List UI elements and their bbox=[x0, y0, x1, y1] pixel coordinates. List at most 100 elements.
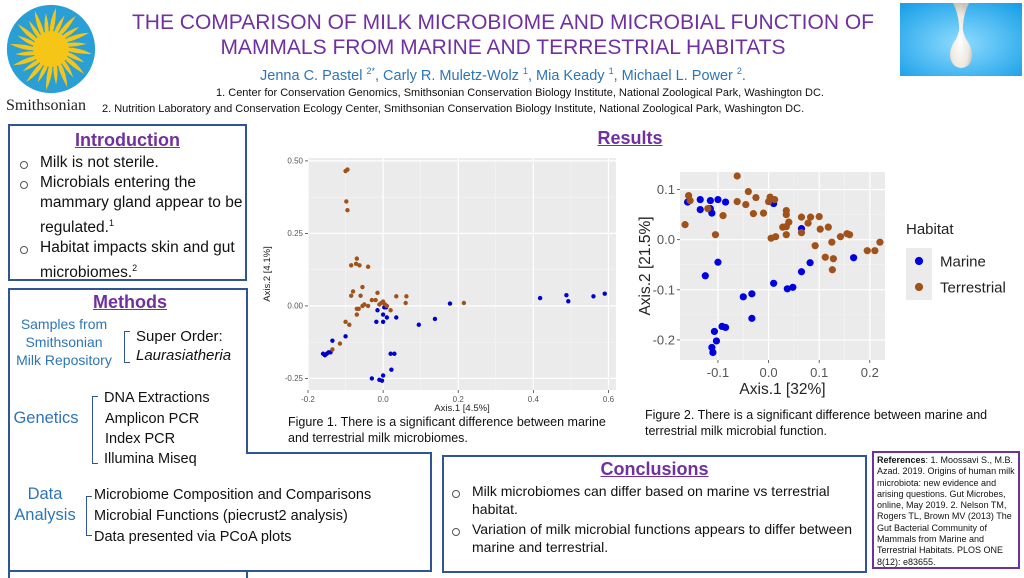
data-point-marine bbox=[416, 322, 422, 327]
data-point-marine bbox=[748, 314, 756, 322]
data-point-marine bbox=[696, 195, 704, 204]
sun-ray bbox=[26, 62, 45, 83]
author-name: Jenna C. Pastel bbox=[260, 67, 363, 84]
data-point-marine bbox=[374, 319, 379, 325]
data-point-terrestrial bbox=[749, 210, 757, 218]
sun-ray bbox=[44, 13, 49, 34]
method-item: Microbial Functions (piecrust2 analysis) bbox=[94, 508, 348, 524]
methods-box-border bbox=[246, 452, 432, 454]
data-point-terrestrial bbox=[779, 223, 787, 231]
title-line-2: MAMMALS FROM MARINE AND TERRESTRIAL HABI… bbox=[220, 36, 786, 59]
data-point-terrestrial bbox=[365, 303, 371, 309]
data-point-terrestrial bbox=[797, 213, 806, 221]
data-point-marine bbox=[564, 292, 569, 298]
data-point-terrestrial bbox=[388, 308, 393, 313]
list-item: Habitat impacts skin and gut microbiomes… bbox=[12, 238, 245, 283]
data-point-marine bbox=[783, 285, 791, 293]
sun-ray bbox=[66, 51, 85, 63]
method-item: Illumina Miseq bbox=[104, 451, 197, 467]
data-point-terrestrial bbox=[815, 213, 823, 221]
label-line: Data bbox=[27, 485, 63, 503]
data-point-terrestrial bbox=[354, 312, 360, 317]
sun-ray bbox=[61, 26, 80, 39]
data-point-marine bbox=[789, 283, 797, 291]
data-point-terrestrial bbox=[358, 293, 363, 298]
data-point-marine bbox=[388, 351, 393, 356]
data-point-terrestrial bbox=[337, 341, 343, 346]
sun-ray bbox=[9, 44, 35, 51]
data-point-terrestrial bbox=[752, 193, 760, 202]
method-item: Index PCR bbox=[105, 431, 176, 447]
introduction-list: Milk is not sterile. Microbials entering… bbox=[10, 153, 245, 283]
bullet-text: Habitat impacts skin and gut microbiomes… bbox=[40, 239, 235, 282]
method-item: DNA Extractions bbox=[104, 390, 210, 406]
author-affiliation-mark: 2* bbox=[366, 66, 375, 76]
data-point-terrestrial bbox=[345, 167, 350, 172]
data-point-terrestrial bbox=[876, 238, 884, 246]
y-tick-label: 0.25 bbox=[287, 229, 303, 238]
data-point-marine bbox=[712, 337, 721, 345]
data-point-terrestrial bbox=[348, 263, 354, 268]
data-point-terrestrial bbox=[744, 187, 752, 196]
smithsonian-logo-text: Smithsonian bbox=[6, 97, 87, 114]
data-point-terrestrial bbox=[681, 221, 689, 229]
sun-ray bbox=[46, 65, 53, 91]
title-line-1: THE COMPARISON OF MILK MICROBIOME AND MI… bbox=[131, 11, 875, 34]
data-point-terrestrial bbox=[350, 289, 356, 294]
bracket bbox=[92, 396, 98, 464]
legend-title: Habitat bbox=[906, 221, 954, 238]
data-point-terrestrial bbox=[733, 172, 741, 180]
x-axis-label: Axis.1 [32%] bbox=[739, 381, 825, 398]
method-item: Laurasiatheria bbox=[136, 347, 232, 364]
sun-ray bbox=[17, 24, 38, 43]
data-point-marine bbox=[392, 351, 397, 356]
data-point-marine bbox=[714, 258, 722, 266]
data-point-marine bbox=[806, 259, 814, 267]
data-point-terrestrial bbox=[404, 294, 409, 299]
data-point-terrestrial bbox=[365, 264, 371, 269]
data-point-terrestrial bbox=[343, 319, 348, 325]
conclusions-section: Conclusions Milk microbiomes can differ … bbox=[442, 455, 867, 573]
affiliation-2: 2. Nutrition Laboratory and Conservation… bbox=[102, 103, 805, 115]
introduction-section: Introduction Milk is not sterile. Microb… bbox=[8, 124, 247, 281]
data-point-terrestrial bbox=[782, 231, 790, 239]
figure-2-caption: Figure 2. There is a significant differe… bbox=[645, 408, 988, 438]
data-point-terrestrial bbox=[863, 247, 871, 255]
data-point-terrestrial bbox=[742, 200, 750, 209]
results-title: Results bbox=[597, 128, 663, 148]
data-point-marine bbox=[330, 338, 335, 343]
x-axis-label: Axis.1 [4.5%] bbox=[434, 403, 489, 414]
data-point-terrestrial bbox=[704, 204, 712, 213]
x-tick-label: 0.4 bbox=[528, 395, 540, 404]
data-point-terrestrial bbox=[816, 225, 824, 233]
references-label: References bbox=[877, 455, 926, 465]
data-point-terrestrial bbox=[353, 261, 359, 267]
label-line: Smithsonian bbox=[25, 334, 103, 350]
data-point-marine bbox=[591, 294, 596, 299]
affiliation-1: 1. Center for Conservation Genomics, Smi… bbox=[216, 87, 824, 99]
x-tick-label: 0.0 bbox=[760, 365, 778, 380]
sun-ray bbox=[12, 55, 38, 66]
author-list: Jenna C. Pastel 2*, Carly R. Muletz-Wolz… bbox=[260, 66, 746, 84]
conclusions-title: Conclusions bbox=[600, 459, 709, 479]
data-point-terrestrial bbox=[719, 212, 727, 220]
references-text: : 1. Moossavi S., M.B. Azad. 2019. Origi… bbox=[877, 455, 1015, 567]
data-point-terrestrial bbox=[347, 322, 352, 327]
data-point-terrestrial bbox=[836, 233, 845, 241]
sun-ray bbox=[53, 15, 65, 34]
data-point-terrestrial bbox=[797, 229, 806, 237]
data-point-terrestrial bbox=[824, 223, 832, 231]
sun-ray bbox=[53, 64, 58, 85]
bracket bbox=[86, 496, 92, 536]
methods-label-data-analysis: Data Analysis bbox=[6, 484, 84, 526]
data-point-terrestrial bbox=[686, 196, 694, 205]
data-point-marine bbox=[739, 293, 747, 301]
data-point-terrestrial bbox=[345, 208, 350, 213]
references-box: References: 1. Moossavi S., M.B. Azad. 2… bbox=[872, 451, 1020, 569]
x-tick-label: 0.2 bbox=[453, 395, 465, 404]
author-name: Mia Keady bbox=[536, 67, 605, 84]
methods-label-samples: Samples from Smithsonian Milk Repository bbox=[8, 315, 120, 369]
author-affiliation-mark: 2 bbox=[736, 66, 742, 76]
x-tick-label: -0.2 bbox=[301, 395, 315, 404]
